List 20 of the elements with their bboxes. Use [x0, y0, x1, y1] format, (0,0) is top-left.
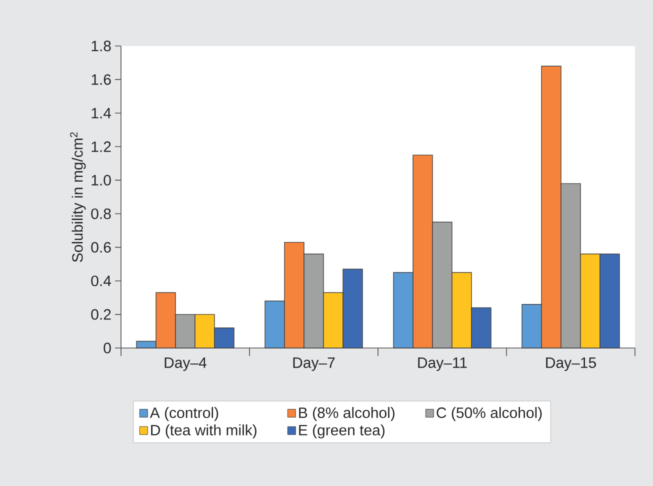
- x-tick-label: Day–4: [164, 358, 206, 371]
- y-tick-label: 0.6: [91, 242, 111, 253]
- y-tick-label: 1.6: [92, 74, 111, 85]
- y-tick-label: 1.4: [92, 108, 112, 118]
- y-tick-label: 0.8: [91, 208, 111, 220]
- y-tick-label: 0.4: [91, 276, 112, 286]
- y-tick-label: 1.8: [92, 40, 111, 52]
- x-tick-label: Day–15: [546, 358, 596, 371]
- y-axis-title: Solubility in mg/cm$^{2}$: [70, 132, 86, 262]
- y-tick-label: 0.2: [91, 309, 111, 320]
- legend-label: D (tea with milk): [151, 424, 256, 438]
- legend-label: B (8% alcohol): [299, 407, 394, 422]
- legend-label: C (50% alcohol): [436, 407, 542, 422]
- y-tick-label: 1.0: [92, 174, 111, 186]
- y-tick-label: 1.2: [92, 141, 111, 152]
- y-tick-label: 0: [104, 342, 111, 354]
- legend-label: E (green tea): [299, 424, 384, 438]
- x-tick-label: Day–11: [418, 358, 467, 371]
- x-tick-label: Day–7: [293, 358, 335, 371]
- legend-label: A (control): [150, 407, 218, 422]
